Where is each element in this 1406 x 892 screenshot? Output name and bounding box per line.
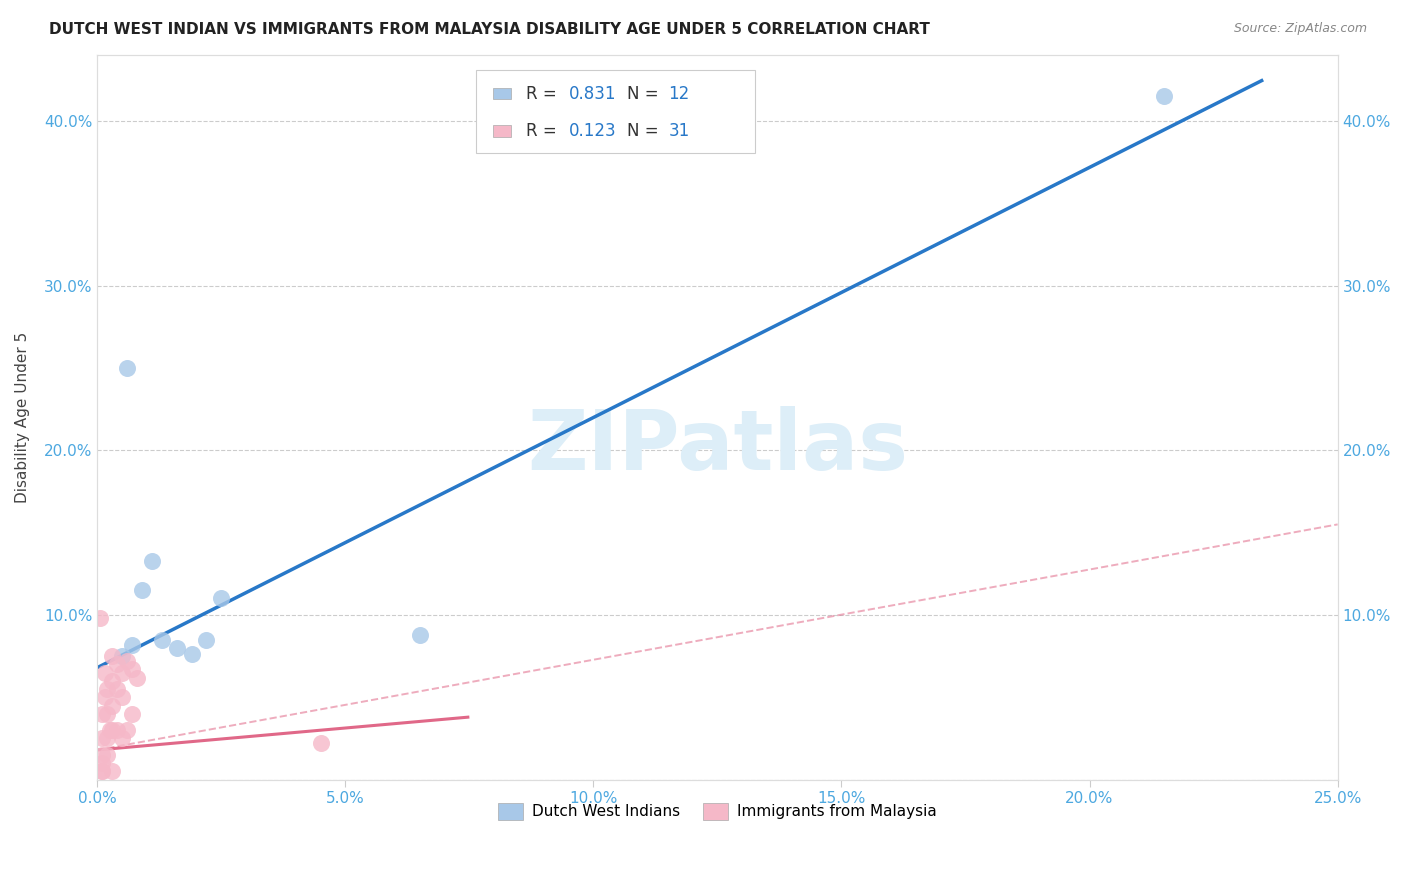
Point bbox=[125, 671, 148, 685]
Point bbox=[105, 681, 128, 696]
Point bbox=[96, 706, 118, 721]
Point bbox=[91, 706, 114, 721]
Point bbox=[141, 553, 163, 567]
Point bbox=[121, 638, 143, 652]
Point bbox=[115, 723, 138, 738]
Text: 12: 12 bbox=[668, 85, 689, 103]
Point bbox=[121, 662, 143, 676]
Point bbox=[166, 640, 188, 655]
Point bbox=[96, 747, 118, 762]
Point bbox=[105, 657, 128, 672]
Point bbox=[111, 665, 134, 680]
Point bbox=[309, 736, 332, 750]
Point bbox=[98, 723, 121, 738]
Point bbox=[115, 361, 138, 376]
Point bbox=[121, 706, 143, 721]
Point bbox=[101, 673, 124, 688]
Point bbox=[409, 628, 432, 642]
Point bbox=[93, 690, 115, 705]
Point bbox=[101, 698, 124, 713]
Point bbox=[101, 649, 124, 664]
Point bbox=[101, 764, 124, 779]
Y-axis label: Disability Age Under 5: Disability Age Under 5 bbox=[15, 332, 30, 503]
Point bbox=[91, 764, 114, 779]
Point bbox=[180, 648, 202, 662]
Point bbox=[195, 632, 218, 647]
FancyBboxPatch shape bbox=[475, 70, 755, 153]
Point bbox=[150, 632, 173, 647]
Text: DUTCH WEST INDIAN VS IMMIGRANTS FROM MALAYSIA DISABILITY AGE UNDER 5 CORRELATION: DUTCH WEST INDIAN VS IMMIGRANTS FROM MAL… bbox=[49, 22, 931, 37]
Point bbox=[101, 723, 124, 738]
Point bbox=[1153, 89, 1175, 103]
Point bbox=[111, 649, 134, 664]
FancyBboxPatch shape bbox=[494, 126, 510, 137]
Text: ZIPatlas: ZIPatlas bbox=[527, 406, 908, 487]
Point bbox=[91, 764, 114, 779]
Text: 31: 31 bbox=[668, 122, 689, 140]
Point bbox=[111, 690, 134, 705]
Point bbox=[91, 756, 114, 771]
Point bbox=[96, 681, 118, 696]
Text: 0.123: 0.123 bbox=[569, 122, 617, 140]
Point bbox=[115, 654, 138, 668]
Text: R =: R = bbox=[526, 85, 561, 103]
Text: N =: N = bbox=[627, 122, 664, 140]
Text: R =: R = bbox=[526, 122, 561, 140]
Point bbox=[105, 723, 128, 738]
Point bbox=[96, 731, 118, 746]
Point bbox=[209, 591, 232, 606]
Text: 0.831: 0.831 bbox=[569, 85, 617, 103]
Point bbox=[93, 665, 115, 680]
Point bbox=[91, 731, 114, 746]
FancyBboxPatch shape bbox=[494, 87, 510, 99]
Point bbox=[91, 747, 114, 762]
Point bbox=[111, 731, 134, 746]
Point bbox=[131, 583, 153, 598]
Point bbox=[89, 611, 111, 625]
Legend: Dutch West Indians, Immigrants from Malaysia: Dutch West Indians, Immigrants from Mala… bbox=[492, 797, 942, 826]
Text: N =: N = bbox=[627, 85, 664, 103]
Text: Source: ZipAtlas.com: Source: ZipAtlas.com bbox=[1233, 22, 1367, 36]
